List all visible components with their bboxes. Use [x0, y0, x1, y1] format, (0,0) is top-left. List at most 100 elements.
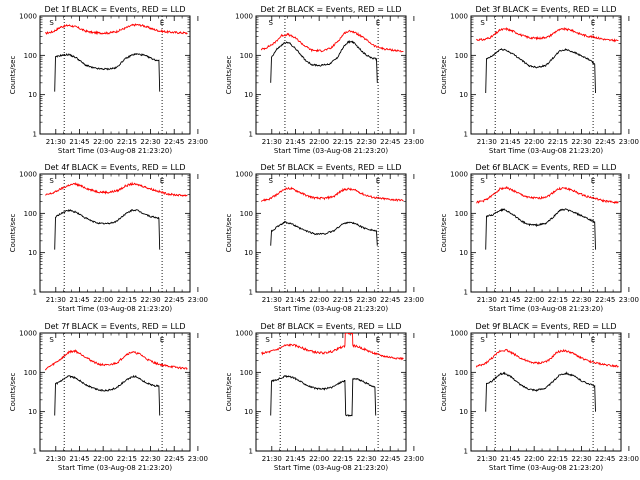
x-tick-label: 21:30 [262, 455, 282, 463]
y-tick-label: 1000 [450, 171, 468, 179]
lld-series [44, 349, 188, 371]
x-tick-label: 21:30 [477, 296, 497, 304]
lld-series [45, 181, 188, 197]
end-marker: E [160, 336, 164, 344]
y-tick-label: 100 [24, 52, 37, 60]
end-marker: E [591, 177, 595, 185]
end-marker: E [160, 19, 164, 27]
panel-title: Det 9f BLACK = Events, RED = LLD [475, 322, 616, 331]
x-tick-label: 22:15 [333, 455, 353, 463]
events-series [270, 40, 378, 83]
y-tick-label: 10 [459, 249, 468, 257]
plot-frame [470, 15, 622, 135]
chart-panel-8: Det 8f BLACK = Events, RED = LLD 1 10 100 10… [225, 322, 424, 472]
x-axis-label: Start Time (03-Aug-08 21:23:20) [274, 464, 388, 472]
lld-series [476, 26, 619, 43]
panel-title: Det 7f BLACK = Events, RED = LLD [44, 322, 185, 331]
x-tick-label: 22:45 [380, 296, 400, 304]
x-tick-label: 21:30 [46, 138, 66, 146]
x-tick-label: 22:00 [93, 455, 113, 463]
y-axis-label: Counts/sec [9, 373, 17, 412]
x-axis-label: Start Time (03-Aug-08 21:23:20) [58, 147, 172, 155]
events-series [270, 220, 378, 246]
x-tick-label: 22:00 [309, 138, 329, 146]
end-marker: E [160, 177, 164, 185]
end-marker: E [376, 177, 380, 185]
x-tick-label: 22:00 [524, 455, 544, 463]
y-tick-label: 10 [459, 408, 468, 416]
x-axis-label: Start Time (03-Aug-08 21:23:20) [489, 305, 603, 313]
series-group [260, 186, 404, 246]
plot-frame [255, 173, 407, 293]
y-tick-label: 1 [464, 289, 468, 297]
x-tick-label: 21:45 [285, 138, 305, 146]
plot-frame [39, 15, 191, 135]
x-tick-label: 21:45 [500, 455, 520, 463]
x-tick-label: 22:45 [595, 296, 615, 304]
x-tick-label: 22:30 [140, 138, 160, 146]
plot-frame [470, 173, 622, 293]
x-tick-label: 21:30 [46, 296, 66, 304]
x-tick-label: 21:30 [46, 455, 66, 463]
x-tick-label: 22:45 [164, 138, 184, 146]
chart-panel-7: Det 7f BLACK = Events, RED = LLD 1 10 100 10… [9, 322, 208, 472]
y-axis-label: Counts/sec [225, 373, 233, 412]
x-tick-label: 21:30 [262, 138, 282, 146]
end-marker: E [591, 336, 595, 344]
y-tick-label: 10 [244, 91, 253, 99]
x-tick-label: 22:15 [117, 455, 137, 463]
events-series [270, 374, 377, 417]
y-tick-label: 100 [455, 52, 468, 60]
events-series [54, 208, 161, 250]
panel-title: Det 4f BLACK = Events, RED = LLD [44, 163, 185, 172]
y-tick-label: 10 [28, 408, 37, 416]
plot-frame [255, 15, 407, 135]
x-axis-label: Start Time (03-Aug-08 21:23:20) [274, 305, 388, 313]
series-group [45, 23, 188, 92]
x-tick-label: 22:45 [380, 138, 400, 146]
chart-panel-6: Det 6f BLACK = Events, RED = LLD 1 10 100 10… [440, 163, 639, 313]
x-tick-label: 23:00 [404, 296, 424, 304]
end-marker: E [591, 19, 595, 27]
x-tick-label: 21:45 [69, 138, 89, 146]
x-tick-label: 23:00 [619, 296, 639, 304]
x-tick-label: 22:45 [164, 455, 184, 463]
x-tick-label: 22:30 [356, 455, 376, 463]
events-series [54, 53, 161, 92]
x-tick-label: 22:30 [571, 296, 591, 304]
x-tick-label: 21:30 [477, 455, 497, 463]
x-tick-label: 22:45 [595, 138, 615, 146]
x-tick-label: 22:45 [380, 455, 400, 463]
x-tick-label: 21:45 [500, 296, 520, 304]
y-tick-label: 1000 [450, 330, 468, 338]
end-marker: E [376, 19, 380, 27]
x-tick-label: 22:15 [333, 138, 353, 146]
x-tick-label: 21:45 [500, 138, 520, 146]
y-tick-label: 100 [455, 369, 468, 377]
x-tick-label: 22:45 [164, 296, 184, 304]
y-axis-label: Counts/sec [225, 214, 233, 253]
x-tick-label: 21:45 [285, 455, 305, 463]
end-marker: E [376, 336, 380, 344]
x-tick-label: 22:30 [356, 296, 376, 304]
y-axis-label: Counts/sec [440, 373, 448, 412]
plot-frame [39, 332, 191, 452]
y-tick-label: 1 [249, 448, 253, 456]
plot-frame [39, 173, 191, 293]
x-tick-label: 22:45 [595, 455, 615, 463]
y-tick-label: 100 [240, 210, 253, 218]
panel-title: Det 2f BLACK = Events, RED = LLD [260, 5, 401, 14]
y-tick-label: 10 [28, 91, 37, 99]
plot-frame [255, 332, 407, 452]
x-tick-label: 21:45 [69, 296, 89, 304]
y-tick-label: 1 [33, 289, 37, 297]
y-axis-label: Counts/sec [9, 214, 17, 253]
chart-panel-2: Det 2f BLACK = Events, RED = LLD 1 10 100 10… [225, 5, 424, 155]
x-tick-label: 22:00 [93, 296, 113, 304]
start-marker: S [49, 19, 54, 27]
lld-series [261, 333, 404, 361]
x-tick-label: 22:30 [356, 138, 376, 146]
lld-series [45, 23, 188, 36]
y-axis-label: Counts/sec [440, 56, 448, 95]
